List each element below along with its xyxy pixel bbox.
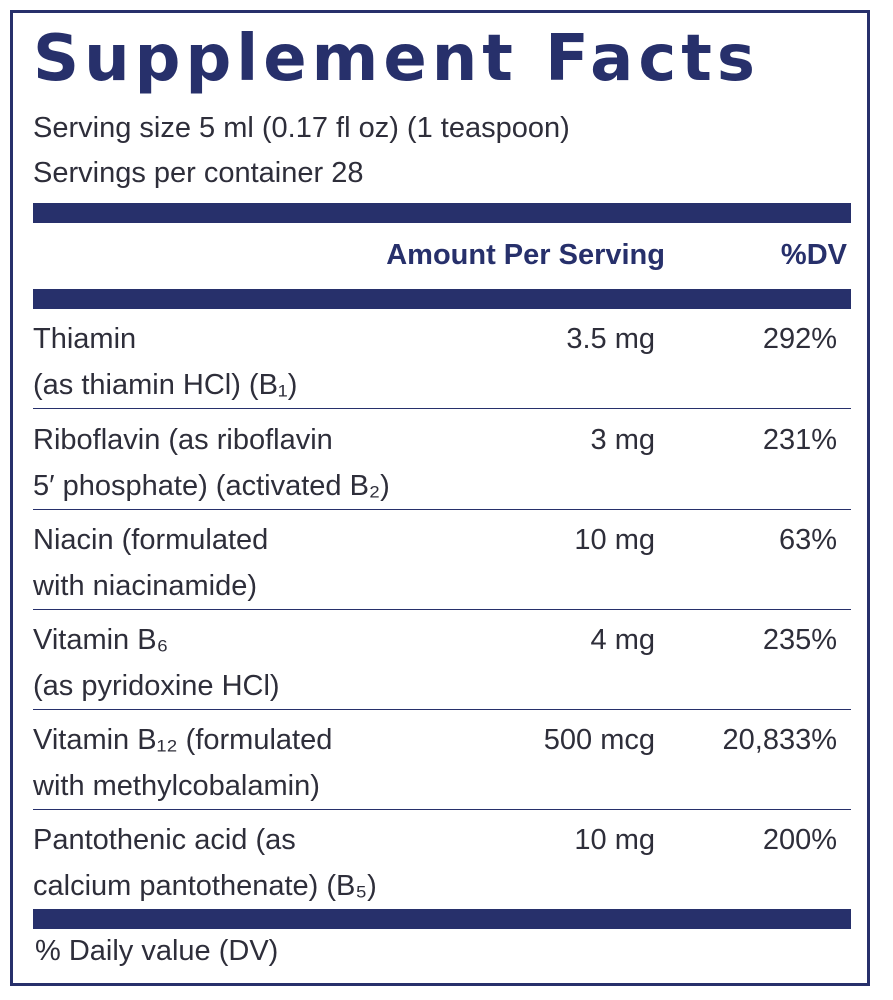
thick-divider-header (33, 289, 851, 309)
nutrient-dv: 292% (762, 323, 837, 355)
nutrient-dv: 235% (762, 624, 837, 656)
nutrient-amount: 4 mg (590, 624, 655, 656)
thick-divider-top (33, 203, 851, 223)
nutrient-name: Riboflavin (as riboflavin 5′ phosphate) … (33, 424, 390, 502)
nutrient-name: Vitamin B₁₂ (formulated with methylcobal… (33, 724, 333, 802)
nutrient-row-vitamin-b12: Vitamin B₁₂ (formulated with methylcobal… (33, 710, 851, 810)
nutrient-amount: 3.5 mg (566, 323, 655, 355)
nutrient-amount: 3 mg (590, 424, 655, 456)
nutrient-name: Thiamin (as thiamin HCl) (B₁) (33, 323, 298, 401)
nutrient-name: Vitamin B₆ (as pyridoxine HCl) (33, 624, 280, 702)
panel-title: Supplement Facts (33, 22, 760, 96)
nutrient-row-thiamin: Thiamin (as thiamin HCl) (B₁) 3.5 mg 292… (33, 309, 851, 409)
supplement-facts-panel: Supplement Facts Serving size 5 ml (0.17… (10, 10, 870, 986)
thick-divider-bottom (33, 909, 851, 929)
nutrient-dv: 231% (762, 424, 837, 456)
nutrient-dv: 63% (778, 524, 837, 556)
nutrient-amount: 500 mcg (543, 724, 655, 756)
nutrient-dv: 200% (762, 824, 837, 856)
amount-per-serving-header: Amount Per Serving (386, 239, 665, 271)
servings-per-container: Servings per container 28 (33, 157, 364, 189)
serving-size: Serving size 5 ml (0.17 fl oz) (1 teaspo… (33, 112, 570, 144)
nutrient-name: Niacin (formulated with niacinamide) (33, 524, 269, 602)
nutrient-name: Pantothenic acid (as calcium pantothenat… (33, 824, 377, 902)
nutrient-row-vitamin-b6: Vitamin B₆ (as pyridoxine HCl) 4 mg 235% (33, 610, 851, 710)
nutrient-dv: 20,833% (722, 724, 838, 756)
nutrient-row-riboflavin: Riboflavin (as riboflavin 5′ phosphate) … (33, 410, 851, 510)
nutrient-amount: 10 mg (574, 524, 655, 556)
nutrient-row-pantothenic-acid: Pantothenic acid (as calcium pantothenat… (33, 810, 851, 909)
nutrient-amount: 10 mg (574, 824, 655, 856)
nutrient-row-niacin: Niacin (formulated with niacinamide) 10 … (33, 510, 851, 610)
daily-value-footnote: % Daily value (DV) (35, 935, 279, 967)
daily-value-header: %DV (780, 239, 847, 271)
